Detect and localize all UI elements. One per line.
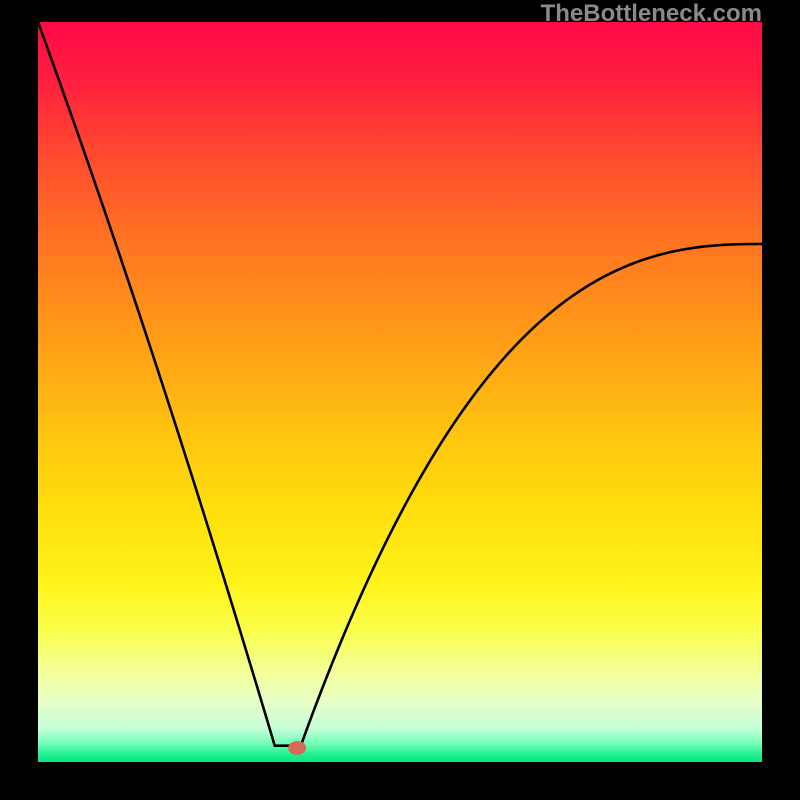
chart-container: { "canvas": { "width": 800, "height": 80…: [0, 0, 800, 800]
optimum-marker: [288, 741, 306, 755]
curve-layer: [38, 22, 762, 762]
watermark-text: TheBottleneck.com: [541, 0, 762, 28]
plot-area: [38, 22, 762, 762]
bottleneck-curve: [38, 22, 762, 746]
